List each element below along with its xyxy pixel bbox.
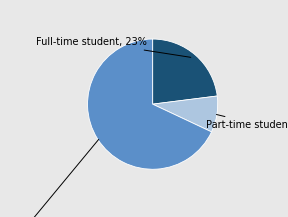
Text: Not a student, 68%: Not a student, 68%	[0, 140, 99, 217]
Wedge shape	[153, 96, 218, 132]
Text: Full-time student, 23%: Full-time student, 23%	[36, 37, 191, 57]
Wedge shape	[153, 39, 217, 104]
Wedge shape	[88, 39, 212, 169]
Text: Part-time student, 9%: Part-time student, 9%	[206, 115, 288, 130]
